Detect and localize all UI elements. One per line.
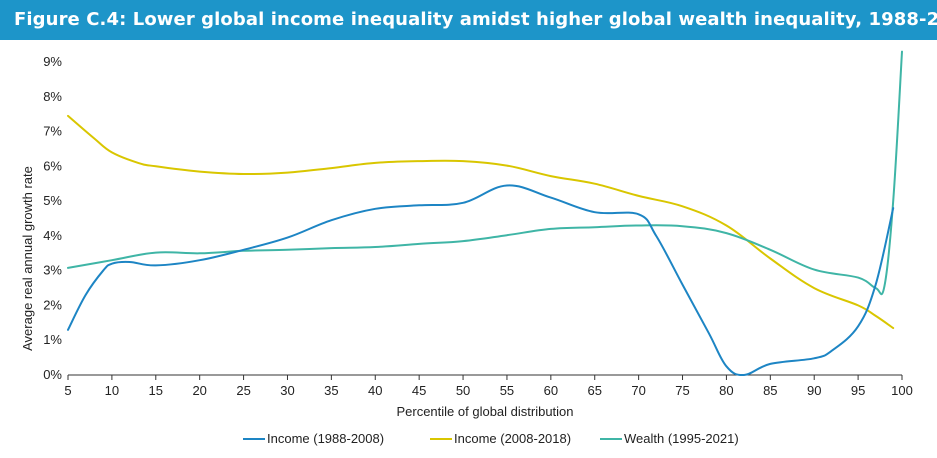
x-tick-label: 45 (412, 383, 426, 398)
y-tick-label: 2% (43, 297, 62, 312)
x-axis-title: Percentile of global distribution (396, 404, 573, 419)
series-lines (67, 50, 903, 377)
x-axis-ticks: 5 10 15 20 25 30 35 40 45 50 55 60 65 70 75 80 85 90 95 100 (64, 375, 913, 398)
series-line-0 (67, 184, 895, 377)
x-tick-label: 25 (236, 383, 250, 398)
x-tick-label: 95 (851, 383, 865, 398)
x-tick-label: 40 (368, 383, 382, 398)
x-tick-label: 20 (192, 383, 206, 398)
x-tick-label: 5 (64, 383, 71, 398)
y-tick-label: 9% (43, 54, 62, 69)
x-tick-label: 15 (149, 383, 163, 398)
y-tick-label: 7% (43, 124, 62, 139)
x-tick-label: 80 (719, 383, 733, 398)
y-tick-label: 0% (43, 367, 62, 382)
x-tick-label: 85 (763, 383, 777, 398)
legend-label: Wealth (1995-2021) (624, 431, 739, 446)
x-tick-label: 75 (675, 383, 689, 398)
legend-label: Income (1988-2008) (267, 431, 384, 446)
x-tick-label: 55 (500, 383, 514, 398)
y-axis-title: Average real annual growth rate (20, 166, 35, 351)
y-tick-label: 4% (43, 228, 62, 243)
legend: Income (1988-2008) Income (2008-2018) Weal… (243, 431, 739, 446)
legend-label: Income (2008-2018) (454, 431, 571, 446)
figure-title: Figure C.4: Lower global income inequali… (0, 0, 937, 40)
x-tick-label: 100 (891, 383, 913, 398)
x-tick-label: 65 (588, 383, 602, 398)
x-tick-label: 30 (280, 383, 294, 398)
series-line-1 (67, 114, 895, 330)
y-axis-ticks: 0% 1% 2% 3% 4% 5% 6% 7% 8% 9% (43, 54, 62, 382)
line-chart: 0% 1% 2% 3% 4% 5% 6% 7% 8% 9% 5 10 15 20 25 30 35 40 45 50… (20, 50, 913, 446)
y-tick-label: 1% (43, 332, 62, 347)
series-line-2 (67, 50, 903, 296)
y-tick-label: 6% (43, 158, 62, 173)
y-tick-label: 8% (43, 89, 62, 104)
x-tick-label: 35 (324, 383, 338, 398)
x-tick-label: 90 (807, 383, 821, 398)
y-tick-label: 5% (43, 193, 62, 208)
y-tick-label: 3% (43, 263, 62, 278)
x-tick-label: 10 (105, 383, 119, 398)
x-tick-label: 50 (456, 383, 470, 398)
x-tick-label: 60 (544, 383, 558, 398)
x-tick-label: 70 (631, 383, 645, 398)
